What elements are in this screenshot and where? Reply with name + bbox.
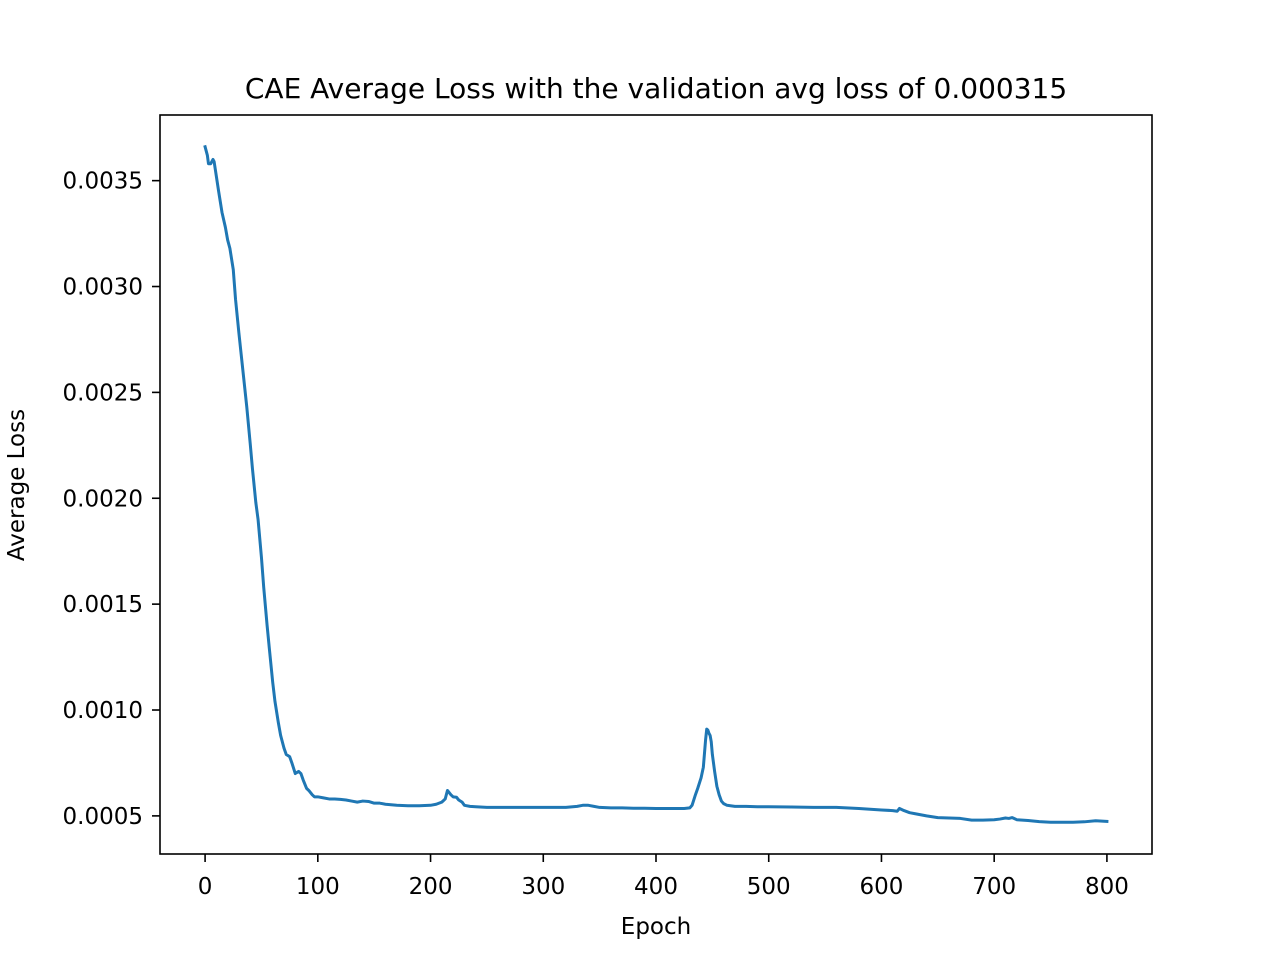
x-tick-label: 200 [409,874,453,900]
y-tick-label: 0.0015 [63,592,143,618]
x-axis-label: Epoch [621,914,691,940]
y-tick-label: 0.0030 [63,275,143,301]
y-tick-label: 0.0035 [63,169,143,195]
y-axis-ticks: 0.0005 0.0010 0.0015 0.0020 0.0025 0.0030 0.00… [63,169,160,830]
series-layer [203,144,1109,824]
x-tick-label: 0 [198,874,213,900]
y-axis-label: Average Loss [4,409,30,561]
plot-background [160,115,1152,854]
x-tick-label: 300 [521,874,565,900]
y-tick-label: 0.0010 [63,698,143,724]
loss-series-line [203,144,1109,824]
y-tick-label: 0.0005 [63,804,143,830]
plot-frame [159,114,1153,855]
y-tick-label: 0.0025 [63,380,143,406]
y-tick-label: 0.0020 [63,486,143,512]
x-tick-label: 100 [296,874,340,900]
x-tick-label: 800 [1085,874,1129,900]
x-axis-ticks: 0 100 200 300 400 500 600 700 800 [198,854,1129,900]
x-tick-label: 400 [634,874,678,900]
x-tick-label: 500 [747,874,791,900]
plot-area: 0 100 200 300 400 500 600 700 800 0.00050.00100.… [63,114,1153,900]
x-tick-label: 700 [972,874,1016,900]
x-tick-label: 600 [860,874,904,900]
chart-title: CAE Average Loss with the validation avg… [245,72,1067,105]
